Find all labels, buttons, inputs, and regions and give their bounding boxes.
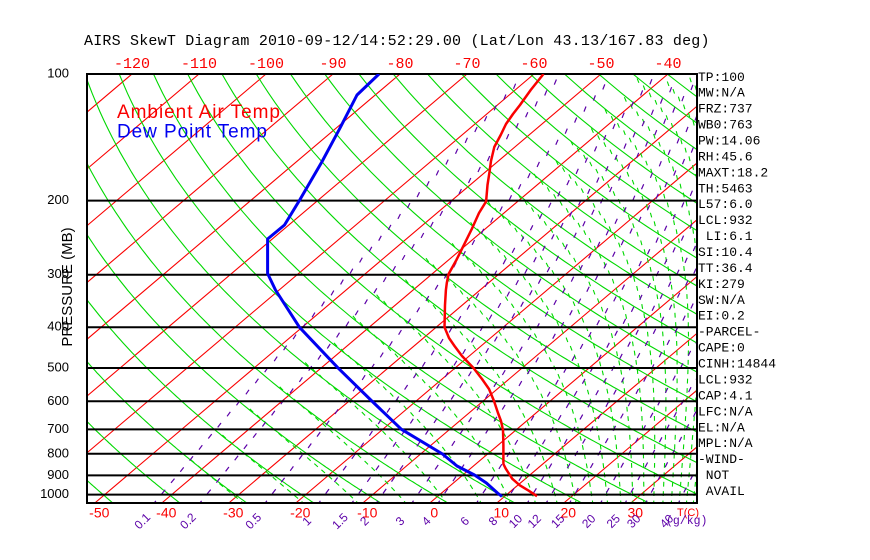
svg-text:MPL:N/A: MPL:N/A — [698, 436, 753, 451]
svg-text:-110: -110 — [181, 56, 217, 73]
svg-text:-70: -70 — [453, 56, 480, 73]
svg-text:NOT: NOT — [698, 468, 729, 483]
svg-text:EI:0.2: EI:0.2 — [698, 309, 745, 324]
svg-text:SI:10.4: SI:10.4 — [698, 245, 753, 260]
svg-text:-120: -120 — [114, 56, 150, 73]
svg-text:300: 300 — [47, 266, 69, 281]
svg-text:AIRS SkewT Diagram 2010-09-12/: AIRS SkewT Diagram 2010-09-12/14:52:29.0… — [84, 33, 710, 50]
svg-text:-PARCEL-: -PARCEL- — [698, 325, 760, 340]
svg-text:TP:100: TP:100 — [698, 70, 745, 85]
svg-text:10: 10 — [494, 505, 510, 521]
svg-text:-50: -50 — [587, 56, 614, 73]
svg-text:0: 0 — [430, 505, 438, 521]
svg-text:800: 800 — [47, 445, 69, 460]
svg-text:-100: -100 — [248, 56, 284, 73]
svg-text:400: 400 — [47, 319, 69, 334]
svg-text:LFC:N/A: LFC:N/A — [698, 404, 753, 419]
svg-text:900: 900 — [47, 467, 69, 482]
svg-text:CAP:4.1: CAP:4.1 — [698, 388, 753, 403]
svg-text:Dew Point Temp: Dew Point Temp — [117, 122, 267, 143]
svg-text:-10: -10 — [357, 505, 377, 521]
svg-text:-WIND-: -WIND- — [698, 452, 745, 467]
svg-text:-40: -40 — [156, 505, 176, 521]
svg-text:T(C): T(C) — [677, 507, 699, 519]
svg-text:SW:N/A: SW:N/A — [698, 293, 745, 308]
svg-text:-20: -20 — [290, 505, 310, 521]
svg-text:-50: -50 — [89, 505, 109, 521]
svg-text:TT:36.4: TT:36.4 — [698, 261, 753, 276]
svg-text:(g/kg): (g/kg) — [666, 515, 707, 528]
svg-text:TH:5463: TH:5463 — [698, 181, 753, 196]
svg-text:RH:45.6: RH:45.6 — [698, 149, 753, 164]
svg-text:600: 600 — [47, 393, 69, 408]
svg-text:WB0:763: WB0:763 — [698, 118, 753, 133]
svg-text:MAXT:18.2: MAXT:18.2 — [698, 165, 768, 180]
svg-text:FRZ:737: FRZ:737 — [698, 102, 753, 117]
svg-text:-40: -40 — [654, 56, 681, 73]
svg-text:1000: 1000 — [40, 486, 69, 501]
svg-text:KI:279: KI:279 — [698, 277, 745, 292]
svg-text:CINH:14844: CINH:14844 — [698, 357, 776, 372]
svg-text:EL:N/A: EL:N/A — [698, 420, 745, 435]
svg-text:-30: -30 — [223, 505, 243, 521]
svg-text:L57:6.0: L57:6.0 — [698, 197, 753, 212]
svg-text:-60: -60 — [520, 56, 547, 73]
svg-text:Ambient Air Temp: Ambient Air Temp — [117, 102, 280, 123]
svg-text:700: 700 — [47, 421, 69, 436]
svg-text:-90: -90 — [319, 56, 346, 73]
svg-text:200: 200 — [47, 192, 69, 207]
svg-text:100: 100 — [47, 66, 69, 81]
svg-text:LCL:932: LCL:932 — [698, 373, 753, 388]
svg-text:LCL:932: LCL:932 — [698, 213, 753, 228]
svg-text:CAPE:0: CAPE:0 — [698, 341, 745, 356]
svg-text:PW:14.06: PW:14.06 — [698, 134, 760, 149]
svg-text:500: 500 — [47, 360, 69, 375]
svg-text:PRESSURE (MB): PRESSURE (MB) — [59, 227, 76, 346]
svg-text:MW:N/A: MW:N/A — [698, 86, 745, 101]
svg-text:LI:6.1: LI:6.1 — [698, 229, 753, 244]
svg-text:-80: -80 — [386, 56, 413, 73]
svg-text:30: 30 — [628, 505, 644, 521]
svg-text:AVAIL: AVAIL — [698, 484, 745, 499]
svg-text:20: 20 — [561, 505, 577, 521]
